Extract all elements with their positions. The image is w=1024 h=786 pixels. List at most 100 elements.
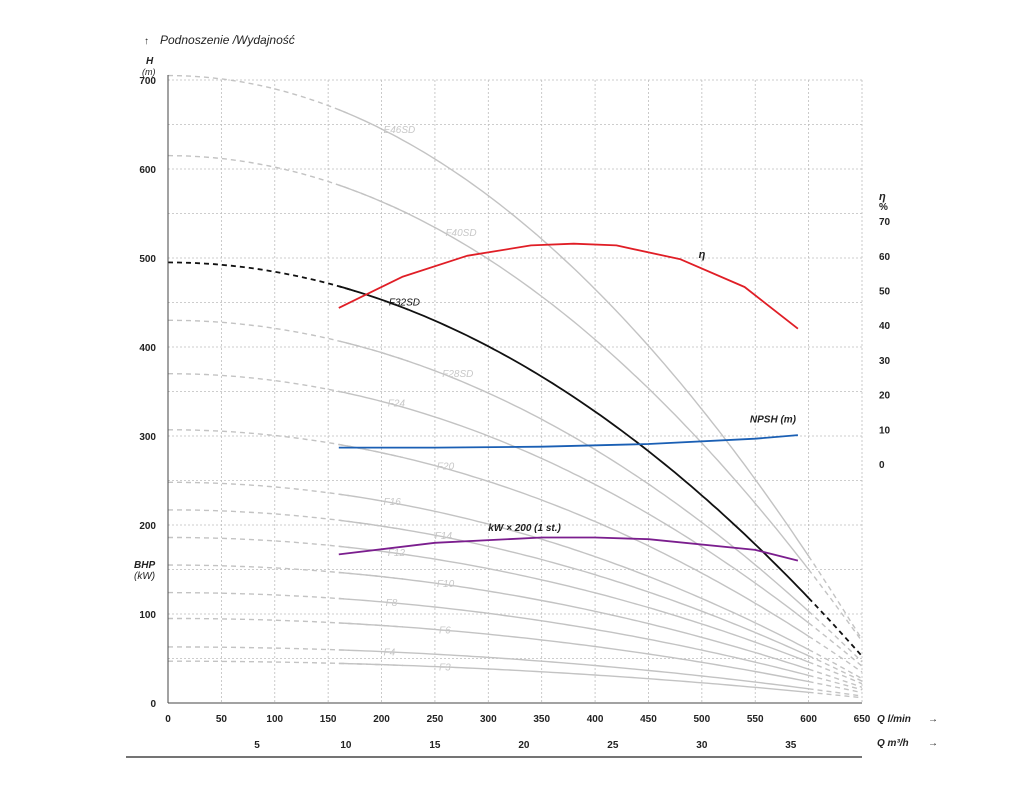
- pump-curve-dashed-left: [168, 319, 409, 362]
- pump-curve-label: F40SD: [445, 228, 476, 239]
- y-tick-label: 500: [139, 254, 156, 265]
- eta-tick-label: 10: [879, 425, 891, 436]
- pump-curve-dashed-right: [808, 648, 863, 680]
- x-tick-label: 350: [533, 714, 550, 725]
- x-tick-label: 500: [694, 714, 711, 725]
- pump-curves: E46SD F40SD F32SD F28SD F24 F20 F16 F14 F12 F10 F8…: [167, 74, 863, 699]
- pump-curve-dashed-left: [167, 564, 403, 580]
- x-axis-label: Q l/min: [877, 714, 911, 725]
- y-tick-label: 100: [139, 610, 156, 621]
- y-axis-arrow: ↑: [144, 36, 149, 47]
- eta-axis-label: η: [879, 191, 886, 203]
- y-tick-label: 400: [139, 343, 156, 354]
- x-tick-label: 550: [747, 714, 764, 725]
- pump-curve-dashed-left: [168, 373, 350, 395]
- pump-curve-dashed-right: [808, 635, 863, 673]
- x-tick-label: 150: [320, 714, 337, 725]
- x-tick-label: 100: [266, 714, 283, 725]
- y-tick-label: 600: [139, 165, 156, 176]
- x-tick-label: 300: [480, 714, 497, 725]
- eta-tick-label: 0: [879, 460, 885, 471]
- eta-tick-label: 50: [879, 287, 891, 298]
- pump-curve-label: F28SD: [442, 369, 473, 380]
- x2-tick-label: 20: [518, 740, 530, 751]
- eta-tick-label: 20: [879, 391, 891, 402]
- pump-curve-label: F3: [439, 663, 451, 674]
- pump-curve-dashed-right: [808, 622, 863, 667]
- pump-curve-label: F6: [439, 626, 451, 637]
- pump-curve-solid: [338, 390, 810, 624]
- pump-curve-dashed-left: [168, 660, 403, 667]
- pump-curve-solid: [338, 493, 809, 651]
- pump-curve-dashed-right: [808, 655, 863, 682]
- pump-curve-dashed-left: [168, 617, 403, 628]
- pump-curve-solid: [338, 443, 809, 637]
- x2-tick-label: 30: [696, 740, 708, 751]
- pump-curve-label: F4: [384, 648, 396, 659]
- pump-curve-solid: [338, 340, 810, 612]
- x-tick-label: 200: [373, 714, 390, 725]
- pump-curve-solid: [338, 519, 809, 657]
- pump-curve-solid: [338, 622, 809, 683]
- pump-curve-label: F24: [388, 399, 406, 410]
- pump-curve-label: F20: [437, 462, 455, 473]
- bhp-label: BHP: [134, 560, 155, 571]
- pump-curve-label: F10: [437, 579, 455, 590]
- pump-curve-label: E46SD: [384, 125, 416, 136]
- pump-curve-solid: [338, 571, 809, 670]
- pump-curve-dashed-right: [808, 569, 863, 642]
- npsh-curve: [338, 434, 798, 449]
- pump-curve-dashed-right: [808, 688, 863, 697]
- pump-curve-label: F8: [386, 598, 398, 609]
- pump-curve-solid: [338, 649, 809, 690]
- pump-curve-dashed-left: [168, 74, 350, 115]
- x-axis-arrow: →: [928, 714, 938, 725]
- pump-curve-dashed-right: [808, 661, 863, 685]
- x-tick-label: 0: [165, 714, 171, 725]
- extra-curves: η NPSH (m) kW × 200 (1 st.): [338, 242, 799, 562]
- pump-curve-solid: [338, 662, 809, 693]
- x2-tick-label: 15: [429, 740, 441, 751]
- pump-curve-dashed-right: [808, 680, 863, 694]
- efficiency-label: η: [699, 249, 706, 261]
- pump-curve-dashed-left: [168, 646, 350, 651]
- eta-tick-label: 70: [879, 217, 891, 228]
- pump-curve-dashed-right: [807, 597, 863, 657]
- power-curve: [338, 536, 799, 562]
- x-tick-label: 400: [587, 714, 604, 725]
- x-axis2-label: Q m³/h: [877, 738, 909, 749]
- efficiency-curve: [338, 242, 799, 330]
- eta-tick-label: 60: [879, 252, 891, 263]
- y-tick-label: 300: [139, 432, 156, 443]
- x-tick-label: 450: [640, 714, 657, 725]
- pump-curve-solid: [338, 545, 809, 663]
- x-tick-label: 250: [427, 714, 444, 725]
- y-axis-label: H: [146, 56, 154, 67]
- pump-curve-dashed-left: [168, 536, 350, 549]
- pump-curve-dashed-right: [808, 668, 863, 688]
- x2-tick-label: 25: [607, 740, 619, 751]
- x2-tick-label: 5: [254, 740, 260, 751]
- pump-curve-dashed-left: [168, 481, 350, 497]
- pump-curve-dashed-left: [168, 429, 404, 459]
- pump-curve-label: F12: [388, 548, 406, 559]
- eta-tick-label: 40: [879, 321, 891, 332]
- grid: [167, 79, 863, 704]
- pump-curve-dashed-left: [168, 509, 398, 530]
- pump-curve-label: F14: [435, 531, 453, 542]
- x-tick-label: 650: [854, 714, 871, 725]
- x2-tick-label: 35: [785, 740, 797, 751]
- y-tick-label: 700: [139, 76, 156, 87]
- x-tick-label: 50: [216, 714, 228, 725]
- pump-curve-dashed-left: [167, 154, 409, 215]
- chart-title: Podnoszenie /Wydajność: [160, 33, 295, 47]
- y-tick-label: 0: [150, 699, 156, 710]
- x-tick-label: 600: [800, 714, 817, 725]
- power-label: kW × 200 (1 st.): [488, 523, 561, 534]
- pump-curve-solid: [338, 184, 810, 570]
- x-axis2-arrow: →: [928, 738, 938, 749]
- eta-tick-label: 30: [879, 356, 891, 367]
- pump-curve-solid: [338, 597, 809, 677]
- eta-axis-unit: %: [879, 202, 888, 213]
- pump-curve-dashed-right: [808, 674, 863, 691]
